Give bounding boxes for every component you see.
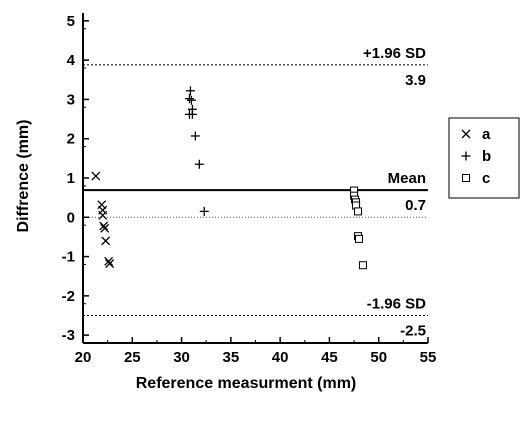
point-b (186, 95, 196, 105)
point-b (187, 109, 197, 119)
point-c (462, 174, 470, 182)
y-tick-label: -1 (62, 249, 75, 266)
point-b (190, 131, 200, 141)
x-axis-title: Reference measurment (mm) (136, 375, 357, 392)
point-c (358, 261, 367, 270)
y-tick-label: -2 (62, 288, 75, 305)
reference-lines (83, 64, 428, 316)
annotation-mean-value: 0.7 (405, 197, 426, 214)
y-axis-title: Diffrence (mm) (15, 120, 32, 233)
x-tick-label: 25 (124, 349, 141, 366)
x-tick-label: 50 (370, 349, 387, 366)
point-a-stroke (104, 256, 114, 266)
point-a-stroke (99, 221, 109, 231)
point-a-stroke (105, 259, 115, 269)
data-points (91, 86, 367, 270)
point-a (100, 223, 110, 233)
point-a-stroke (91, 171, 101, 181)
point-a (91, 171, 101, 181)
legend-label-c: c (482, 170, 490, 187)
point-a-stroke (98, 210, 108, 220)
x-tick-label: 55 (420, 349, 437, 366)
point-c (354, 207, 363, 216)
point-a (101, 236, 111, 246)
y-tick-label: 3 (67, 91, 75, 108)
x-tick-label: 45 (321, 349, 338, 366)
annotation-upper-label: +1.96 SD (363, 45, 426, 62)
point-a (105, 259, 115, 269)
point-a (461, 129, 471, 139)
x-tick-label: 40 (272, 349, 289, 366)
point-a (99, 221, 109, 231)
point-b (184, 94, 194, 104)
point-b (194, 159, 204, 169)
point-a-stroke (100, 223, 110, 233)
legend-label-b: b (482, 148, 491, 165)
y-tick-label: -3 (62, 327, 75, 344)
x-tick-label: 20 (75, 349, 92, 366)
x-tick-label: 30 (173, 349, 190, 366)
y-tick-label: 1 (67, 170, 75, 187)
annotation-lower-label: -1.96 SD (367, 296, 426, 313)
point-b (461, 151, 471, 161)
annotation-lower-value: -2.5 (400, 323, 426, 340)
legend: abc (448, 117, 520, 199)
point-a-stroke (461, 129, 471, 139)
y-tick-label: 4 (67, 52, 76, 69)
point-b (199, 206, 209, 216)
point-a (104, 256, 114, 266)
annotation-mean-label: Mean (388, 170, 426, 187)
y-tick-label: 2 (67, 131, 75, 148)
point-a-stroke (101, 236, 111, 246)
point-b (185, 86, 195, 96)
annotation-upper-value: 3.9 (405, 72, 426, 89)
legend-box (448, 117, 520, 199)
annotations: +1.96 SD 3.9 Mean 0.7 -1.96 SD -2.5 (363, 45, 426, 340)
point-c (355, 234, 363, 243)
y-tick-label: 5 (67, 13, 75, 30)
legend-label-a: a (482, 126, 491, 143)
y-tick-label: 0 (67, 209, 75, 226)
x-tick-label: 35 (223, 349, 240, 366)
point-a (98, 210, 108, 220)
